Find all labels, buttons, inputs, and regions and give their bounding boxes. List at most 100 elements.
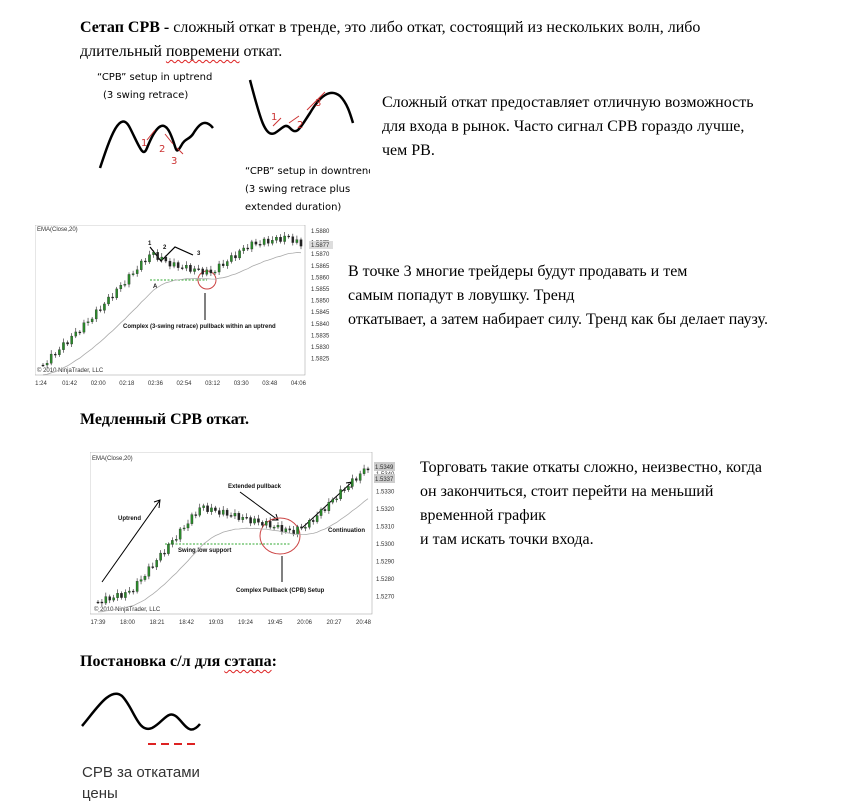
candle-body: [250, 241, 254, 250]
ema-line: [42, 252, 302, 376]
candle-body: [258, 244, 262, 246]
price-box-label: 1.5877: [311, 243, 330, 249]
line: чем PB.: [382, 142, 435, 159]
time-label: 03:12: [205, 381, 221, 387]
price-label: 1.5310: [376, 525, 395, 531]
candle-body: [343, 489, 346, 491]
candle-body: [218, 510, 221, 515]
line: для входа в рынок. Часто сигнал CPB гора…: [382, 118, 745, 135]
price-label: 1.5830: [311, 345, 330, 351]
text: сложный откат в тренде, это либо откат, …: [169, 19, 701, 36]
candle-body: [225, 509, 229, 516]
wave: [81, 692, 201, 731]
candle-body: [291, 236, 295, 243]
line: самым попадут в ловушку. Тренд: [348, 287, 575, 304]
candle-body: [112, 597, 115, 601]
candle-body: [116, 593, 119, 598]
line: В точке 3 многие трейдеры будут продават…: [348, 263, 688, 280]
candle-body: [160, 256, 164, 260]
candle-body: [172, 262, 176, 267]
intro-line: Сетап CPB - сложный откат в тренде, это …: [80, 16, 700, 40]
candle-body: [175, 539, 178, 541]
annotation: Complex Pullback (CPB) Setup: [236, 588, 325, 594]
annotation: Uptrend: [118, 516, 141, 522]
candle-body: [94, 309, 98, 320]
candle-body: [347, 486, 350, 491]
plot-frame: [35, 225, 306, 376]
candle-body: [139, 579, 143, 582]
candle-body: [238, 250, 241, 259]
price-box: [374, 474, 395, 483]
indicator-label: EMA(Close,20): [92, 456, 133, 462]
candle-body: [128, 590, 131, 593]
candle-body: [288, 528, 291, 531]
annotation: Extended pullback: [228, 484, 282, 490]
time-label: 18:21: [149, 620, 165, 626]
candle-body: [304, 527, 307, 529]
price-label: 1.5270: [376, 595, 395, 601]
candle-body: [233, 513, 237, 517]
candle-body: [66, 342, 69, 345]
candle-body: [124, 592, 127, 598]
candle-body: [100, 601, 104, 604]
swing-number: 1: [141, 138, 147, 149]
price-label: 1.5320: [376, 507, 395, 513]
candle-body: [362, 468, 366, 474]
price-label: 1.5850: [311, 299, 330, 305]
candle-body: [62, 342, 65, 350]
candle-body: [271, 240, 274, 244]
line: и там искать точки входа.: [420, 531, 594, 548]
time-label: 01:42: [62, 381, 78, 387]
candle-body: [226, 261, 229, 266]
swing-number: 2: [163, 245, 167, 251]
candle-body: [280, 525, 284, 532]
sketch-label: “CPB” setup in uptrend: [97, 72, 212, 83]
arrows: [146, 129, 184, 155]
time-label: 20:48: [356, 620, 372, 626]
candle-body: [205, 269, 209, 275]
candle-body: [41, 364, 45, 367]
sketch-label: “CPB” setup in downtrend: [245, 166, 370, 177]
annotation: Continuation: [328, 528, 365, 534]
candle-body: [180, 267, 184, 269]
candle-body: [221, 509, 225, 515]
price-box-label: 1.5349: [375, 465, 394, 471]
candle-body: [221, 263, 225, 266]
candle-body: [82, 322, 86, 333]
candle-body: [311, 520, 315, 522]
candle-body: [275, 237, 278, 241]
heading: Медленный CPB откат.: [80, 411, 249, 428]
candle-body: [355, 478, 358, 481]
intro: Сетап CPB - сложный откат в тренде, это …: [80, 16, 700, 64]
candle-body: [189, 265, 192, 272]
candle-body: [115, 288, 118, 299]
ema-line: [97, 498, 369, 613]
candle-body: [78, 331, 82, 334]
cpb-sketches: “CPB” setup in uptrend (3 swing retrace)…: [97, 72, 370, 213]
candle-body: [86, 321, 90, 323]
copyright: © 2010 NinjaTrader, LLC: [37, 367, 104, 374]
trend-arrow: [101, 499, 161, 583]
time-label: 03:48: [262, 381, 278, 387]
candle-body: [168, 260, 172, 267]
candle-body: [148, 254, 151, 263]
time-label: 20:06: [297, 620, 313, 626]
candle-body: [319, 509, 323, 516]
candle-body: [90, 318, 94, 322]
swing-arrows: [149, 246, 194, 262]
price-label: 1.5825: [311, 357, 330, 363]
candle-body: [217, 263, 221, 273]
candle-body: [135, 581, 139, 592]
caption: CPB за откатами цены: [82, 762, 200, 804]
swing-number: 2: [159, 144, 165, 155]
annotation: Swing low support: [178, 548, 231, 554]
intro-line: длительный повремени откат.: [80, 40, 700, 64]
candle-body: [176, 262, 180, 268]
candle-body: [237, 513, 241, 520]
candle-body: [296, 526, 299, 535]
line: он закончиться, стоит перейти на меньший: [420, 483, 714, 500]
candle-body: [331, 499, 335, 503]
candle-body: [246, 247, 250, 250]
time-label: 1:24: [35, 381, 47, 387]
